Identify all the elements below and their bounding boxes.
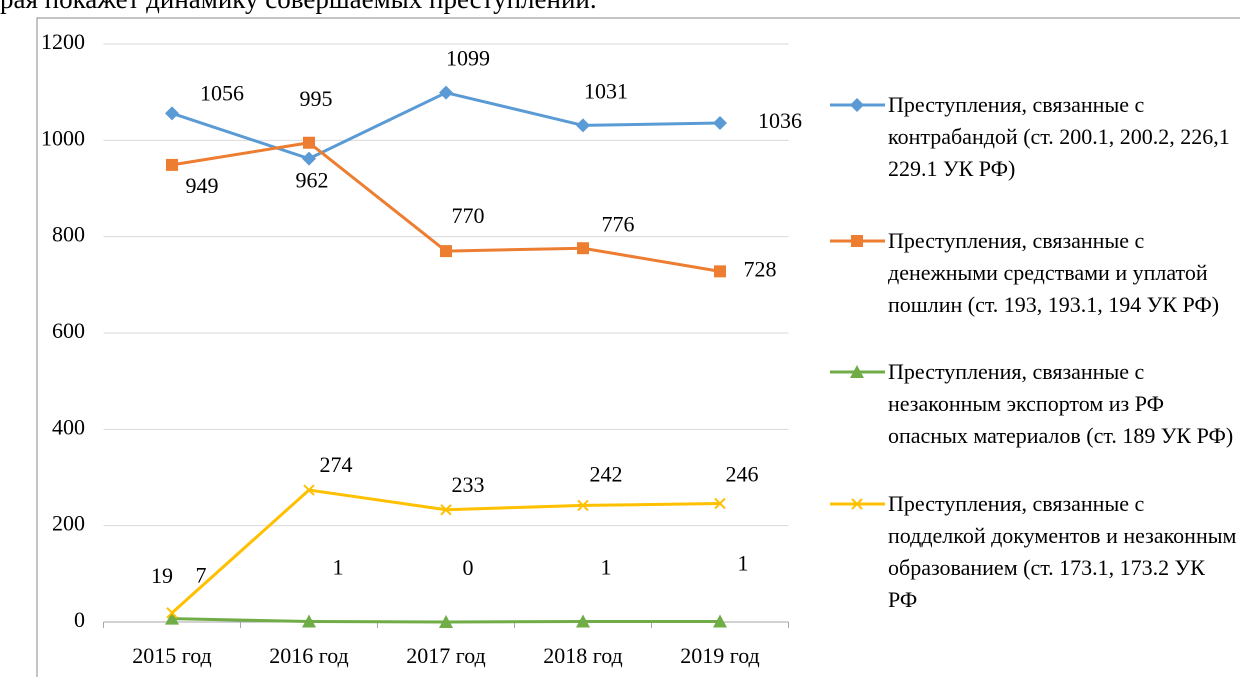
caption: рая покажет динамику совершаемых преступ… [0,0,597,15]
chart-border [36,17,1240,677]
legend-label: Преступления, связанные с денежными сред… [888,228,1220,317]
marker [440,245,452,258]
marker [166,607,178,619]
y-tick-label: 600 [52,318,85,343]
legend-label: Преступления, связанные с подделкой доку… [888,491,1237,612]
data-label: 1 [333,555,344,580]
marker [165,611,179,625]
marker [577,499,589,512]
x-tick-label: 2018 год [543,643,623,668]
data-label: 242 [590,461,623,486]
data-label: 995 [300,86,333,111]
y-tick-label: 400 [52,414,85,439]
marker [576,118,590,133]
x-tick-label: 2015 год [132,643,212,668]
data-label: 274 [320,452,353,477]
marker [714,265,726,278]
marker [303,136,315,149]
y-tick-label: 200 [52,511,85,536]
marker [303,484,315,496]
data-label: 7 [196,563,207,588]
marker [851,235,863,247]
data-label: 962 [296,168,329,193]
data-label: 1 [601,555,612,580]
legend-label: Преступления, связанные с контрабандой (… [888,92,1230,181]
data-label: 1036 [758,108,802,133]
data-label: 1056 [200,80,244,105]
marker [713,614,727,628]
marker [439,85,453,100]
y-tick-label: 800 [52,222,85,247]
marker [166,158,178,171]
marker [302,151,316,166]
data-label: 1099 [446,46,490,71]
marker [302,614,316,628]
marker [850,98,864,112]
x-tick-label: 2017 год [406,643,486,668]
marker [851,498,863,510]
marker [850,365,864,378]
x-tick-label: 2016 год [269,643,349,668]
data-label: 776 [602,211,635,236]
data-label: 728 [744,256,777,281]
y-tick-label: 1000 [41,125,85,150]
data-label: 1031 [584,78,628,103]
marker [165,106,179,121]
y-tick-label: 1200 [41,29,85,54]
data-label: 949 [186,173,219,198]
marker [440,504,452,516]
data-label: 19 [151,563,173,588]
data-label: 233 [452,472,485,497]
x-tick-label: 2019 год [680,643,760,668]
legend-label: Преступления, связанные с незаконным экс… [888,359,1234,448]
marker [439,615,453,628]
data-label: 770 [452,203,485,228]
series-line [171,91,721,161]
data-label: 246 [726,462,759,487]
marker [576,614,590,628]
marker [577,242,589,255]
data-label: 0 [463,555,474,580]
marker [713,115,727,130]
data-label: 1 [738,551,749,576]
marker [714,497,726,510]
y-tick-label: 0 [74,607,85,632]
